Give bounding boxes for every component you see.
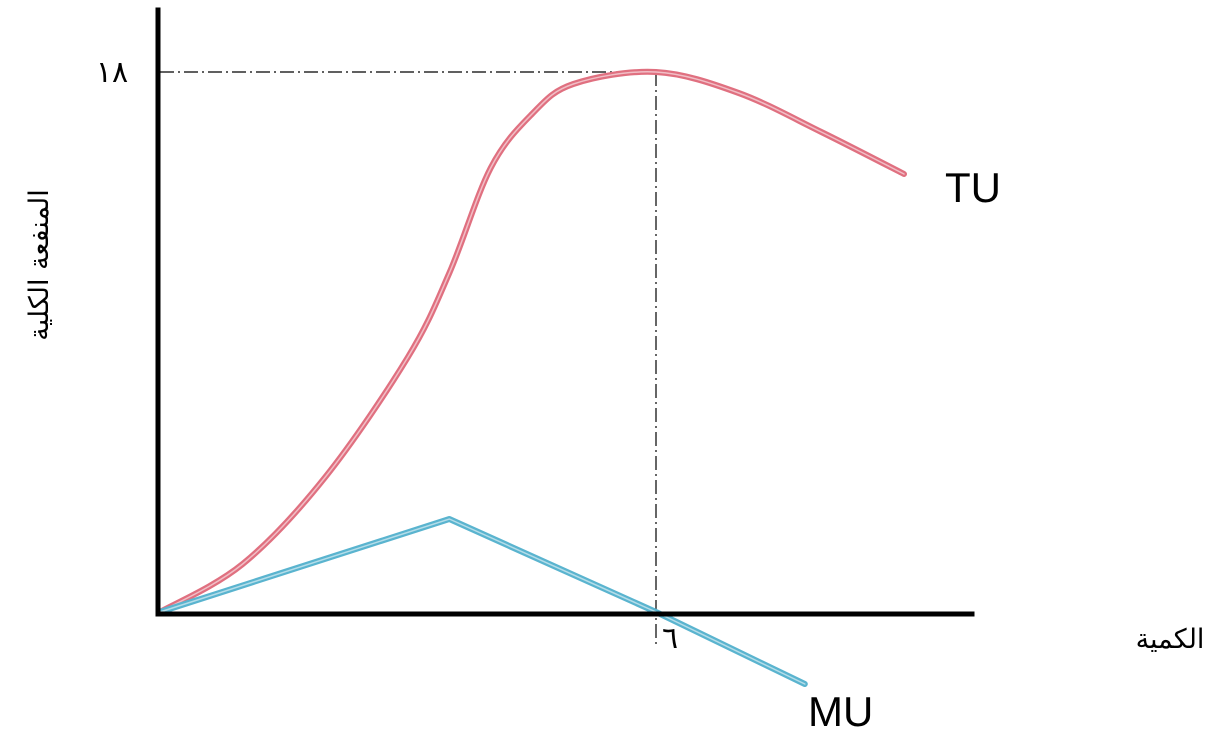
- series-label-mu: MU: [808, 688, 873, 732]
- series-layer: [157, 68, 907, 687]
- x-axis-title: الكمية: [1136, 624, 1205, 655]
- series-highlight-tu: [159, 71, 905, 613]
- series-label-tu: TU: [945, 164, 1001, 211]
- series-line-tu: [157, 68, 907, 615]
- reference-guide-lines: [160, 71, 657, 647]
- labels-layer: ١٨ ٦ TU MU الكمية المنفعة الكلية: [24, 55, 1204, 732]
- y-axis-title: المنفعة الكلية: [24, 189, 55, 340]
- axes: [155, 7, 975, 617]
- y-tick-label: ١٨: [96, 55, 128, 90]
- x-tick-label: ٦: [662, 621, 678, 656]
- series-line-mu: [157, 516, 808, 687]
- series-highlight-mu: [159, 518, 806, 685]
